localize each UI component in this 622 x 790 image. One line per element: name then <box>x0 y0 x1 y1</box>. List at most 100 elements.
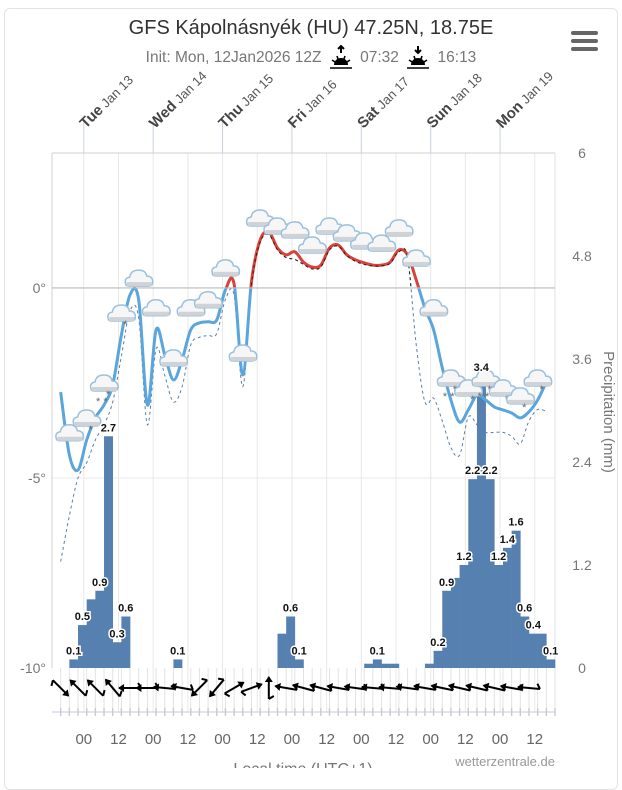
precip-bar <box>173 659 183 668</box>
cloud-icon <box>141 298 171 317</box>
precip-bar <box>511 530 521 668</box>
precip-data-label: 1.6 <box>508 517 523 529</box>
day-label: Sun Jan 18 <box>424 70 486 132</box>
precip-bar <box>424 663 434 668</box>
precip-bar <box>372 659 382 668</box>
snowflake-icon: * <box>540 384 545 396</box>
wind-arrowhead <box>69 679 77 687</box>
wind-barb <box>189 684 194 691</box>
dashed-temperature-line <box>60 233 547 562</box>
cloud-heavy-snow-icon: ** * <box>471 369 501 403</box>
chart-subtitle: Init: Mon, 12Jan2026 12Z 07:32 16:13 <box>0 45 622 71</box>
temperature-tick-label: -10° <box>20 660 46 676</box>
wind-arrow-icon <box>517 683 541 692</box>
time-tick-label: 00 <box>214 731 231 748</box>
cloud-shadow <box>57 436 83 441</box>
precip-data-label: 1.2 <box>491 551 506 563</box>
day-date: Jan 16 <box>299 77 340 118</box>
cloud-shadow <box>109 317 135 322</box>
wind-arrow-icon <box>86 679 106 697</box>
precipitation-labels: 0.1 0.5 0.9 2.7 0.3 0.6 0.1 0.6 0.1 0.1 0.2 0.9 1.2 2… <box>65 361 560 659</box>
day-date: Jan 13 <box>95 72 136 113</box>
precip-bar <box>381 663 391 668</box>
precip-tick-label: 6 <box>578 145 586 161</box>
time-tick-label: 00 <box>353 731 370 748</box>
sunrise-icon <box>329 45 352 69</box>
precip-bar <box>364 663 374 668</box>
hamburger-menu-icon[interactable] <box>571 31 598 53</box>
time-tick-label: 00 <box>75 731 92 748</box>
time-tick-label: 12 <box>388 731 405 748</box>
wind-arrowhead <box>62 689 70 697</box>
wind-barb <box>268 695 275 700</box>
cloud-shadow <box>196 303 222 308</box>
precip-bar <box>546 659 556 668</box>
weather-icons: *** **** **** **** <box>55 209 553 442</box>
precip-data-label: 0.9 <box>439 577 454 589</box>
wind-arrowhead <box>447 682 455 691</box>
day-date: Jan 17 <box>371 74 412 115</box>
snowflake-icon: * <box>89 424 94 436</box>
init-time: Init: Mon, 12Jan2026 12Z <box>145 49 322 66</box>
cloud-shadow <box>369 247 395 252</box>
cloud-icon <box>315 217 345 235</box>
wind-arrowhead <box>482 682 490 691</box>
wind-barb <box>102 689 106 697</box>
precip-bar <box>537 633 547 668</box>
wind-arrowhead <box>395 683 403 692</box>
precip-bar <box>433 650 443 668</box>
precip-data-label: 1.2 <box>456 551 471 563</box>
precip-data-label: 0.1 <box>170 645 185 657</box>
cloud-shadow <box>386 231 412 236</box>
day-date: Jan 19 <box>515 69 556 110</box>
cloud-shadow <box>473 382 499 387</box>
precip-bar <box>442 590 452 668</box>
time-tick-label: 12 <box>249 731 266 748</box>
precip-bar <box>520 616 530 668</box>
wind-arrowhead <box>190 689 199 697</box>
sunset-icon <box>407 46 430 69</box>
wind-barb <box>536 683 541 690</box>
wind-arrowhead <box>430 682 438 691</box>
cloud-shadow <box>74 421 100 426</box>
precip-data-label: 0.1 <box>66 645 81 657</box>
precip-tick-label: 3.6 <box>572 351 592 367</box>
wind-arrowhead <box>360 683 368 692</box>
time-tick-label: 00 <box>145 731 162 748</box>
wind-arrowhead <box>135 684 142 692</box>
temperature-tick-label: 0° <box>33 280 46 296</box>
wind-arrowhead <box>309 682 317 691</box>
cloud-shadow <box>178 311 204 316</box>
day-date: Jan 15 <box>236 71 277 112</box>
time-tick-label: 12 <box>180 731 197 748</box>
precip-data-label: 0.2 <box>430 637 445 649</box>
precip-bar <box>390 663 400 668</box>
cloud-icon <box>211 259 241 277</box>
precip-data-label: 0.9 <box>92 577 107 589</box>
day-date: Jan 14 <box>169 68 210 109</box>
precip-data-label: 0.4 <box>526 620 542 632</box>
wind-arrow-icon <box>104 678 123 698</box>
precip-data-label: 0.6 <box>517 603 532 615</box>
cloud-shadow <box>248 222 274 227</box>
day-date: Jan 18 <box>444 70 485 111</box>
cloud-heavy-snow-icon: ** * <box>436 369 466 403</box>
wind-barb <box>240 690 247 697</box>
credit-text: wetterzentrale.de <box>454 754 555 768</box>
wind-arrowhead <box>291 682 299 691</box>
cloud-icon <box>384 219 414 237</box>
precip-bar <box>95 590 105 668</box>
cloud-shadow <box>161 361 187 366</box>
wind-arrowhead <box>237 681 245 689</box>
wind-arrowhead <box>517 683 524 692</box>
cloud-shadow <box>144 311 170 316</box>
wind-barb <box>224 692 231 698</box>
wind-arrowhead <box>378 683 385 692</box>
precip-bar <box>502 547 512 668</box>
wind-arrowhead <box>255 682 263 690</box>
precipitation-bars <box>69 376 556 668</box>
cloud-shadow <box>317 230 343 235</box>
precip-bar <box>459 565 469 668</box>
cloud-icon <box>245 209 275 227</box>
wind-arrow-icon <box>190 677 208 697</box>
